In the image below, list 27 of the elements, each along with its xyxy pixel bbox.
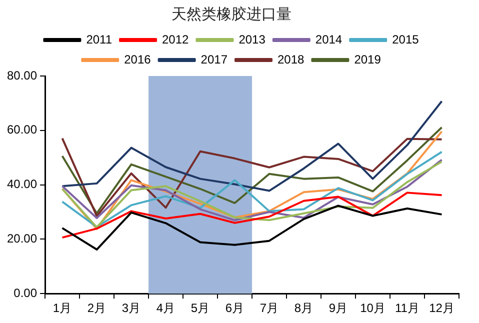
legend-label: 2012: [162, 32, 190, 46]
x-tick-label: 12月: [429, 301, 454, 316]
legend-label: 2017: [200, 52, 228, 66]
x-tick-label: 6月: [225, 301, 244, 316]
y-tick-label: 80.00: [7, 68, 38, 82]
y-tick-label: 0.00: [14, 286, 38, 300]
y-tick-label: 40.00: [7, 177, 38, 192]
legend-label: 2016: [124, 52, 152, 66]
legend-label: 2018: [278, 52, 305, 66]
x-tick-label: 11月: [395, 301, 420, 316]
x-tick-label: 10月: [360, 301, 386, 316]
x-tick-label: 1月: [52, 301, 72, 316]
x-tick-label: 3月: [122, 301, 141, 316]
legend-label: 2015: [392, 32, 420, 46]
legend-label: 2013: [238, 32, 266, 46]
y-tick-label: 20.00: [7, 232, 38, 246]
legend-label: 2019: [354, 52, 382, 66]
chart-title: 天然类橡胶进口量: [172, 4, 292, 23]
legend-label: 2011: [86, 32, 112, 46]
x-tick-label: 5月: [190, 301, 210, 316]
x-tick-label: 7月: [260, 301, 279, 316]
legend-label: 2014: [315, 32, 342, 46]
x-tick-label: 4月: [156, 301, 176, 316]
y-tick-label: 60.00: [7, 122, 38, 137]
x-tick-label: 2月: [87, 301, 106, 316]
x-tick-label: 8月: [294, 301, 314, 316]
x-tick-label: 9月: [328, 301, 348, 316]
